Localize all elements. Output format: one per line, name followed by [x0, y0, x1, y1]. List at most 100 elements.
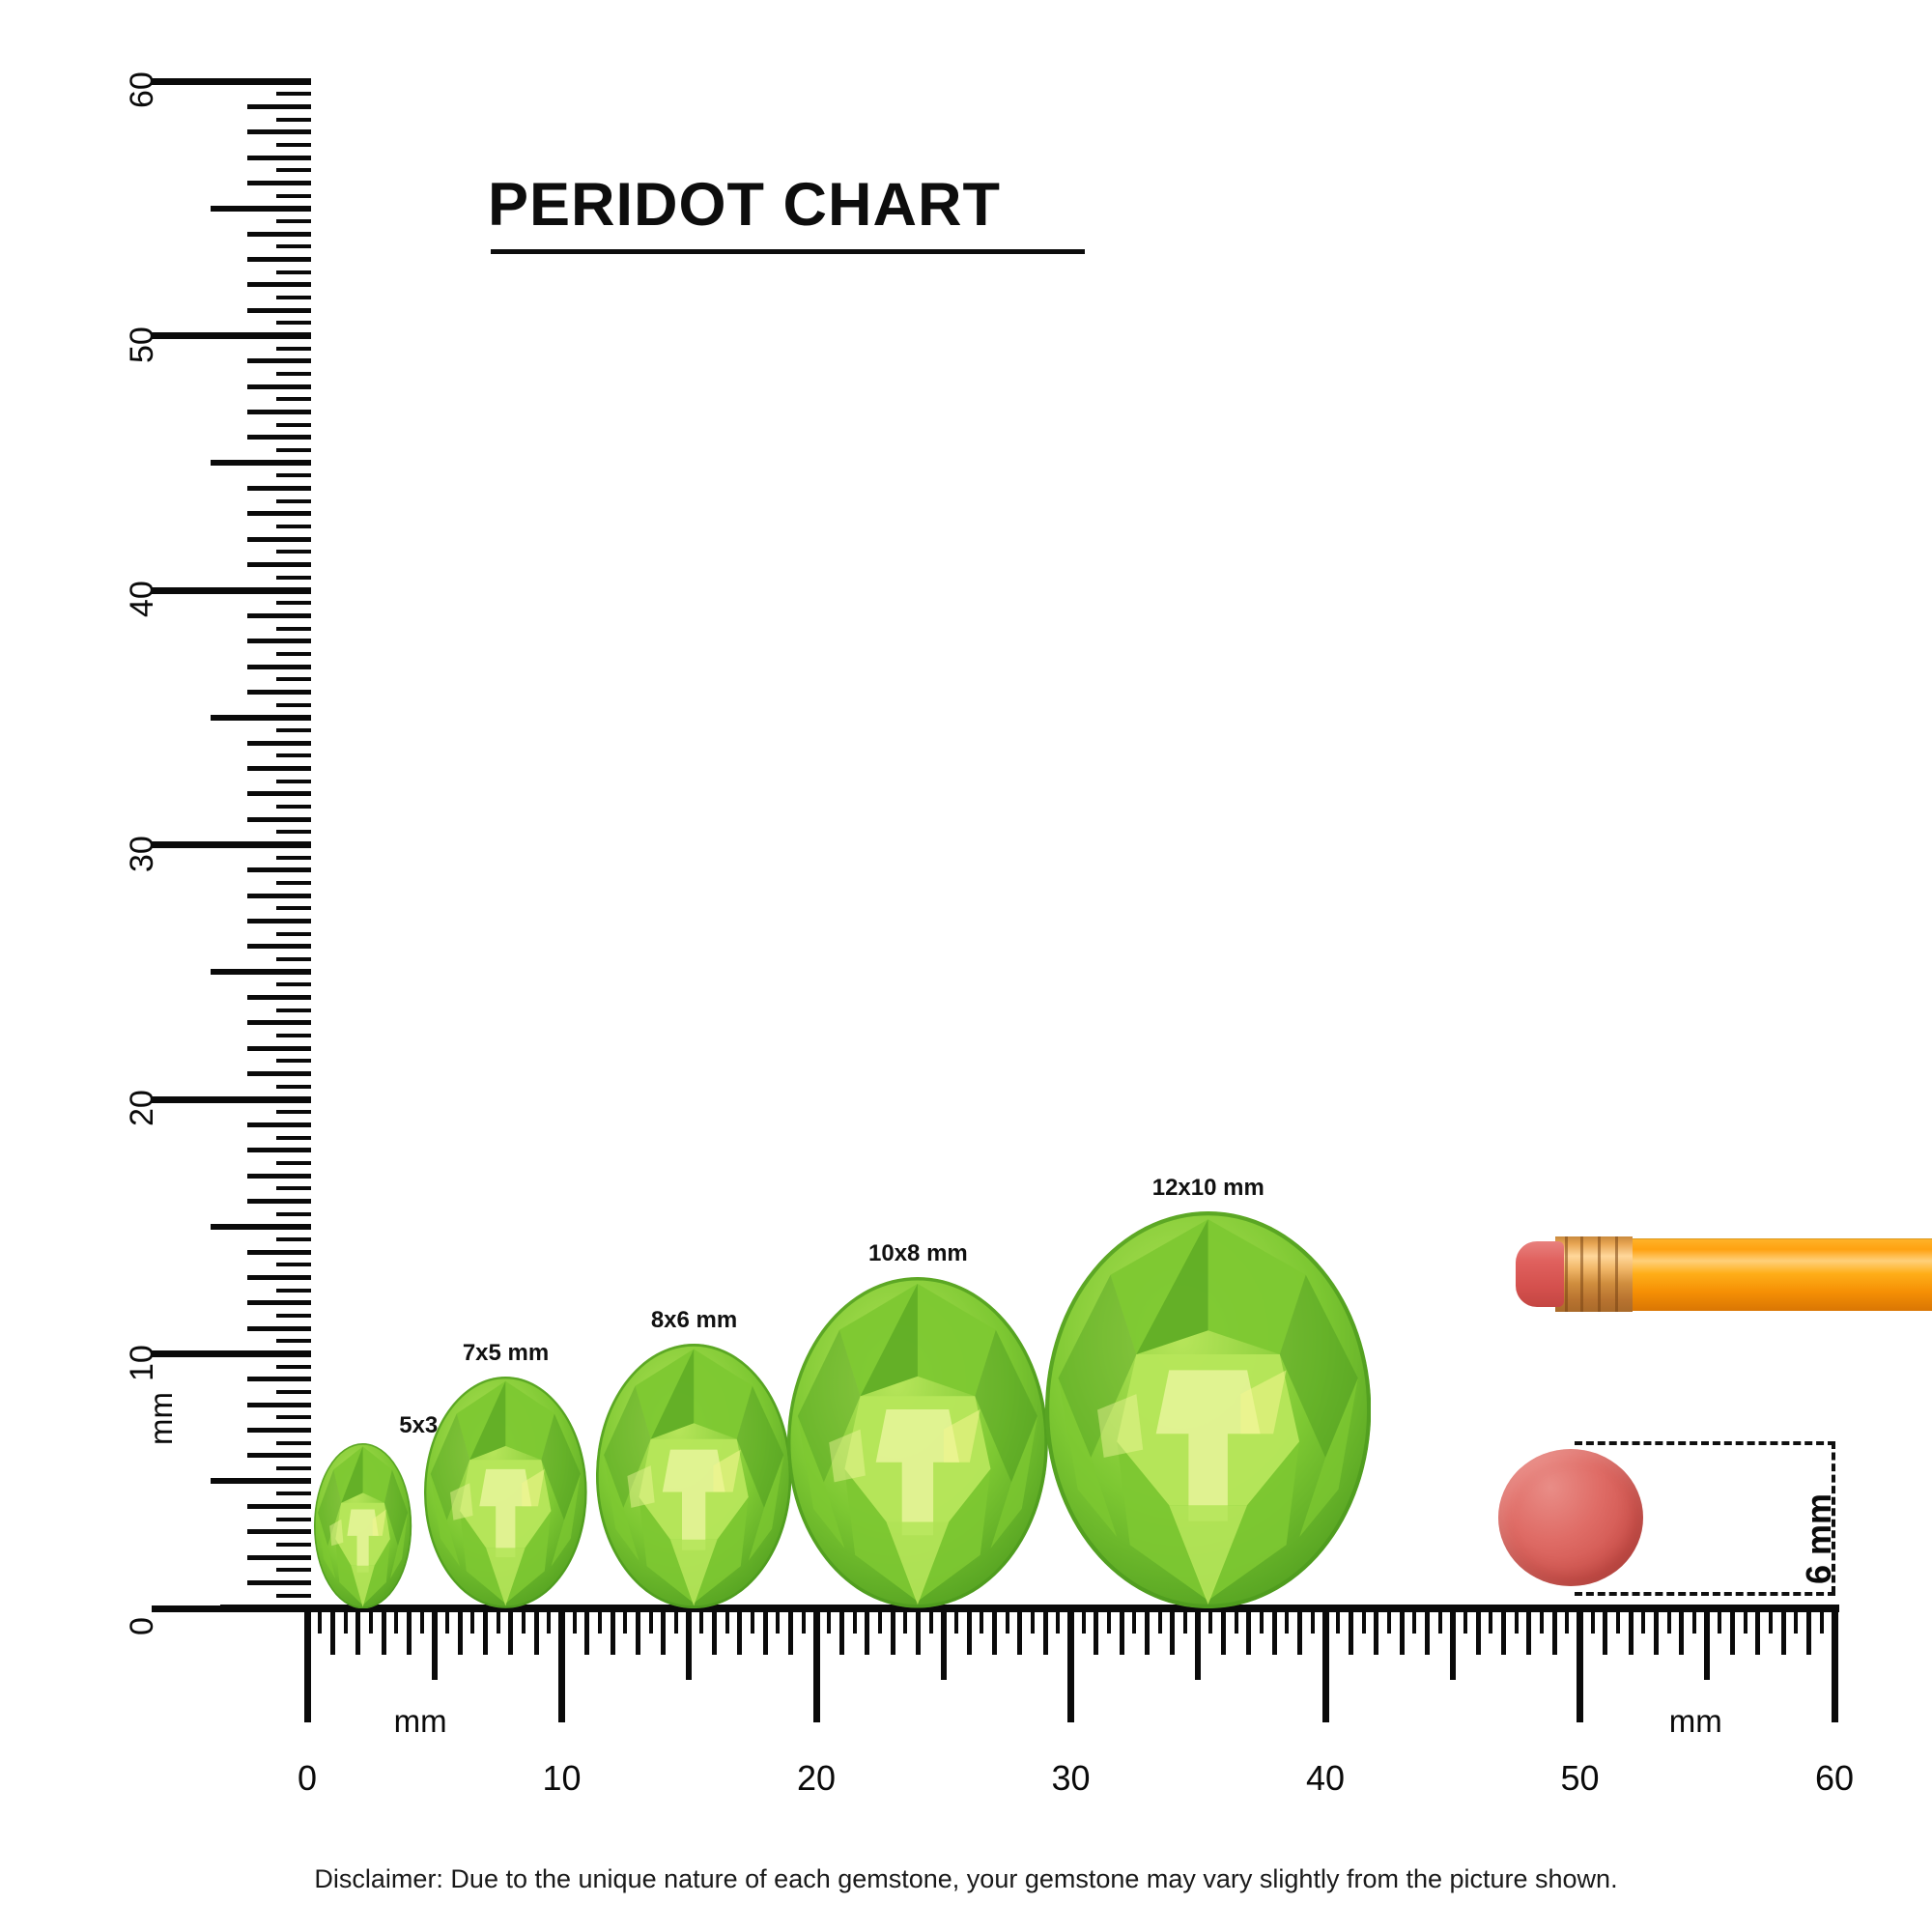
vruler-tick: [276, 1236, 311, 1241]
vruler-tick: [276, 626, 311, 631]
vruler-tick: [276, 550, 311, 554]
hruler-tick: [482, 1608, 488, 1655]
hruler-tick: [1718, 1608, 1722, 1634]
eraser-disc: [1498, 1449, 1643, 1586]
hruler-tick: [1412, 1608, 1417, 1634]
vruler-tick: [247, 358, 311, 364]
gemstone-label: 12x10 mm: [1151, 1174, 1264, 1201]
vruler-tick: [276, 1160, 311, 1165]
hruler-tick: [1183, 1608, 1188, 1634]
pencil-body: [1625, 1238, 1932, 1311]
hruler-tick: [533, 1608, 539, 1655]
hruler-tick: [368, 1608, 373, 1634]
hruler-tick: [636, 1608, 641, 1655]
vruler-tick: [211, 969, 311, 976]
hruler-tick: [355, 1608, 361, 1655]
hruler-tick: [1208, 1608, 1213, 1634]
hruler-tick: [1005, 1608, 1009, 1634]
vruler-tick: [276, 1034, 311, 1038]
hruler-tick: [1271, 1608, 1277, 1655]
vruler-tick: [247, 639, 311, 644]
eraser-measure-bottom-line: [1575, 1592, 1835, 1596]
vruler-tick: [247, 867, 311, 873]
hruler-tick: [1234, 1608, 1238, 1634]
eraser-measure-label: 6 mm: [1799, 1492, 1838, 1584]
hruler-tick: [1743, 1608, 1747, 1634]
hruler-tick: [1081, 1608, 1086, 1634]
vruler-tick: [276, 1517, 311, 1521]
vruler-tick: [247, 511, 311, 517]
vruler-tick: [276, 1364, 311, 1369]
gemstone-oval: [596, 1343, 792, 1608]
hruler-tick: [610, 1608, 615, 1655]
vruler-label: 30: [124, 835, 160, 872]
gemstone-label: 8x6 mm: [650, 1306, 738, 1333]
hruler-tick: [1692, 1608, 1697, 1634]
vruler-tick: [276, 473, 311, 478]
vruler-tick: [247, 944, 311, 950]
disclaimer-text: Disclaimer: Due to the unique nature of …: [314, 1864, 1618, 1893]
hruler-tick: [648, 1608, 653, 1634]
vruler-tick: [247, 384, 311, 389]
vruler-tick: [276, 1415, 311, 1420]
hruler-tick: [598, 1608, 603, 1634]
hruler-unit-label-left: mm: [393, 1703, 447, 1739]
hruler-tick: [1386, 1608, 1391, 1634]
hruler-tick: [508, 1608, 514, 1655]
vruler-label: 50: [124, 326, 160, 363]
hruler-tick: [1831, 1608, 1838, 1722]
vruler-tick: [247, 536, 311, 542]
hruler-tick: [431, 1608, 438, 1680]
hruler-tick: [1030, 1608, 1035, 1634]
vruler-tick: [247, 1071, 311, 1077]
hruler-tick: [1310, 1608, 1315, 1634]
vruler-tick: [276, 753, 311, 758]
hruler-tick: [980, 1608, 984, 1634]
hruler-tick: [1577, 1608, 1583, 1722]
vruler-tick: [276, 601, 311, 606]
hruler-tick: [877, 1608, 882, 1634]
vruler-tick: [276, 575, 311, 580]
vruler-tick: [152, 332, 311, 339]
hruler-tick: [1641, 1608, 1646, 1634]
hruler-tick: [1195, 1608, 1202, 1680]
vruler-tick: [276, 321, 311, 326]
hruler-unit-label-right: mm: [1668, 1703, 1722, 1739]
hruler-tick: [953, 1608, 958, 1634]
vruler-tick: [247, 1045, 311, 1051]
hruler-tick: [329, 1608, 335, 1655]
hruler-tick: [801, 1608, 806, 1634]
hruler-tick: [1437, 1608, 1442, 1634]
vruler-tick: [276, 218, 311, 223]
horizontal-ruler: 0 10 20 30 40 50 60 mm mm: [0, 1604, 1932, 1855]
vruler-tick: [247, 256, 311, 262]
hruler-tick: [686, 1608, 693, 1680]
vruler-tick: [247, 155, 311, 160]
vruler-tick: [152, 841, 311, 848]
vruler-tick: [276, 1186, 311, 1191]
vruler-tick: [276, 651, 311, 656]
hruler-tick: [928, 1608, 933, 1634]
gemstone-oval: [424, 1377, 587, 1608]
vruler-tick: [276, 1466, 311, 1471]
vruler-tick: [276, 1288, 311, 1293]
vruler-label: 60: [124, 71, 160, 108]
title-underline: [491, 249, 1085, 254]
hruler-tick: [1042, 1608, 1048, 1655]
vruler-tick: [276, 1313, 311, 1318]
hruler-tick: [915, 1608, 921, 1655]
hruler-tick: [776, 1608, 781, 1634]
hruler-tick: [724, 1608, 729, 1634]
vruler-label: 10: [124, 1344, 160, 1381]
hruler-tick: [547, 1608, 552, 1634]
vruler-tick: [211, 1478, 311, 1485]
vruler-tick: [211, 714, 311, 721]
vruler-tick: [247, 1453, 311, 1459]
vruler-tick: [247, 1020, 311, 1026]
vruler-tick: [247, 1122, 311, 1127]
vruler-tick: [247, 1300, 311, 1306]
vruler-label: 40: [124, 581, 160, 617]
vruler-label: 20: [124, 1090, 160, 1126]
hruler-tick: [1666, 1608, 1671, 1634]
pencil-ferrule: [1555, 1236, 1633, 1312]
